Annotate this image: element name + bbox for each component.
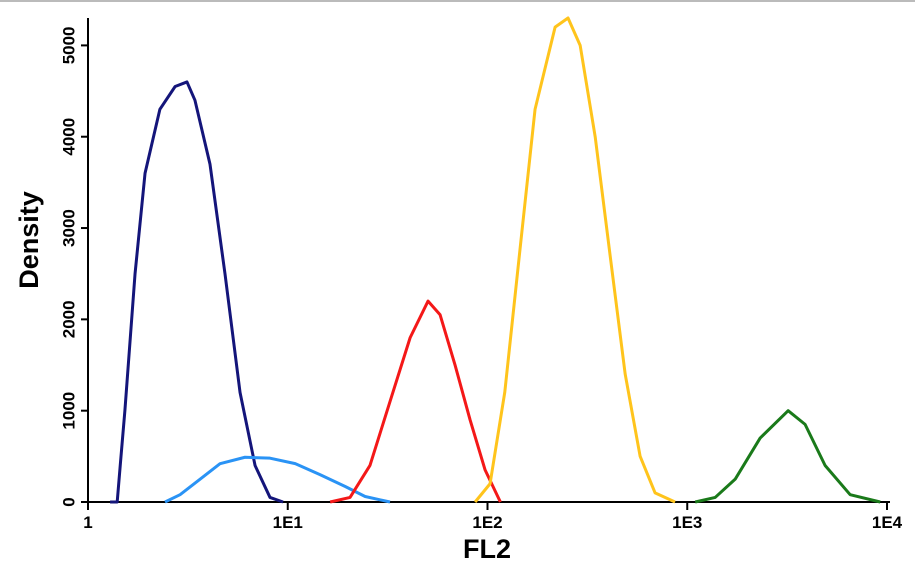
y-tick-label: 4000 <box>59 118 78 156</box>
y-tick-label: 2000 <box>59 300 78 338</box>
x-tick-label: 1E1 <box>273 513 303 532</box>
y-axis-label: Density <box>14 191 44 289</box>
y-tick-label: 5000 <box>59 26 78 64</box>
x-tick-label: 1E2 <box>472 513 502 532</box>
density-curve <box>110 80 284 504</box>
y-tick-label: 0 <box>59 497 78 506</box>
density-curve <box>473 16 676 504</box>
density-curve <box>164 455 391 504</box>
density-curve <box>694 409 881 504</box>
density-curve <box>329 299 502 504</box>
x-tick-label: 1 <box>83 513 92 532</box>
x-tick-label: 1E4 <box>872 513 903 532</box>
x-axis-label: FL2 <box>463 534 511 564</box>
y-tick-label: 1000 <box>59 392 78 430</box>
x-tick-label: 1E3 <box>672 513 702 532</box>
y-tick-label: 3000 <box>59 209 78 247</box>
